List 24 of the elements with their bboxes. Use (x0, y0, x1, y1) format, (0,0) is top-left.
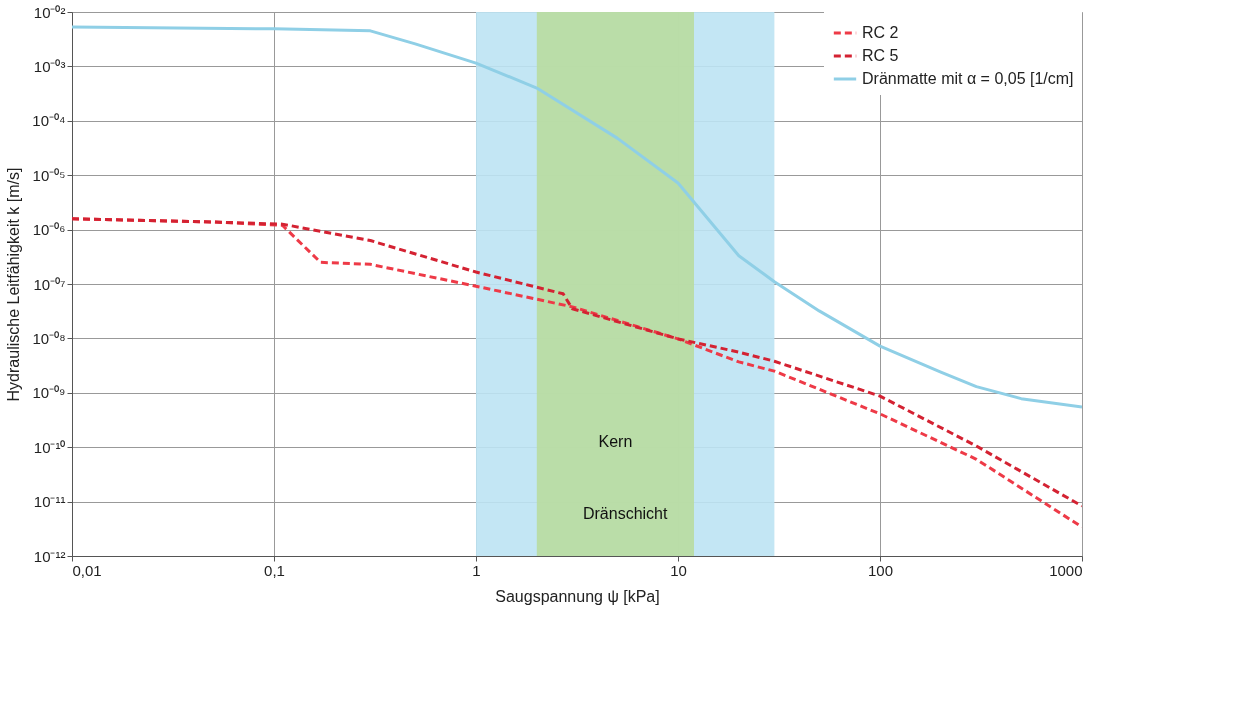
y-tick-label: 10⁻¹⁰ (33, 438, 66, 456)
x-axis-title: Saugspannung ψ [kPa] (495, 587, 660, 605)
x-tick-label: 1 (472, 561, 481, 579)
legend-label: Dränmatte mit α = 0,05 [1/cm] (862, 70, 1074, 87)
y-tick-label: 10⁻¹² (33, 547, 66, 565)
x-tick-label: 100 (867, 561, 894, 579)
y-tick-label: 10⁻⁰³ (33, 57, 66, 75)
x-tick-label: 0,1 (264, 561, 285, 579)
y-tick-label: 10⁻¹¹ (33, 493, 66, 511)
y-axis-title: Hydraulische Leitfähigkeit k [m/s] (5, 167, 23, 402)
y-tick-label: 10⁻⁰⁷ (33, 275, 66, 293)
y-tick-label: 10⁻⁰⁶ (32, 221, 66, 239)
x-tick-label: 0,01 (72, 561, 102, 579)
band-label: Kern (598, 433, 633, 450)
legend-label: RC 2 (862, 24, 899, 41)
y-tick-label: 10⁻⁰⁵ (32, 166, 66, 184)
y-tick-label: 10⁻⁰² (33, 3, 66, 21)
x-tick-label: 1000 (1049, 561, 1083, 579)
y-tick-label: 10⁻⁰⁹ (32, 384, 66, 402)
x-tick-label: 10 (670, 561, 687, 579)
y-tick-label: 10⁻⁰⁴ (32, 112, 66, 130)
band-label: Dränschicht (582, 505, 668, 522)
legend-label: RC 5 (862, 47, 899, 64)
y-tick-label: 10⁻⁰⁸ (32, 329, 66, 347)
